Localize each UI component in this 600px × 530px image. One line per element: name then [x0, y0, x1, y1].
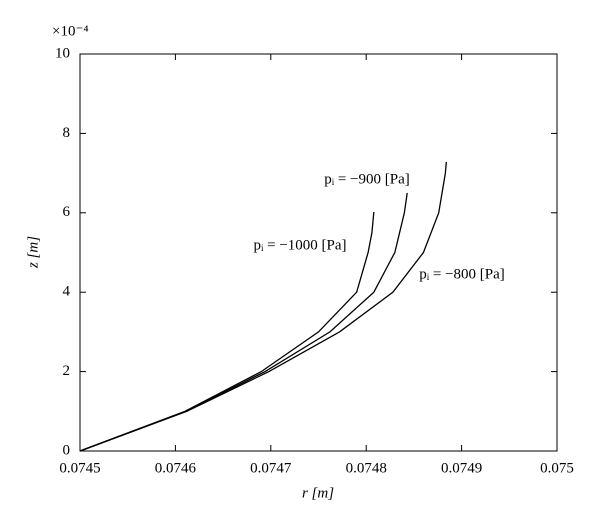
- curve-label: pᵢ = −800 [Pa]: [419, 266, 505, 282]
- x-tick-label: 0.0746: [155, 460, 197, 476]
- y-tick-label: 4: [63, 284, 71, 300]
- x-tick-label: 0.0749: [441, 460, 482, 476]
- curve-label: pᵢ = −1000 [Pa]: [253, 237, 346, 253]
- curve-label: pᵢ = −900 [Pa]: [324, 171, 410, 187]
- x-tick-label: 0.0747: [250, 460, 292, 476]
- y-tick-label: 10: [55, 45, 70, 61]
- curve: [79, 192, 408, 452]
- curve: [79, 161, 447, 452]
- y-tick-label: 8: [63, 125, 71, 141]
- y-tick-label: 0: [63, 442, 71, 458]
- x-tick-label: 0.0748: [346, 460, 387, 476]
- plot-frame: [79, 53, 558, 452]
- y-multiplier: ×10⁻⁴: [52, 23, 89, 39]
- x-tick-label: 0.0745: [59, 460, 100, 476]
- y-tick-label: 2: [63, 363, 71, 379]
- y-tick-label: 6: [63, 204, 71, 220]
- x-axis-label: r [m]: [302, 485, 334, 501]
- y-axis-label: z [m]: [25, 236, 41, 269]
- x-tick-label: 0.075: [540, 460, 574, 476]
